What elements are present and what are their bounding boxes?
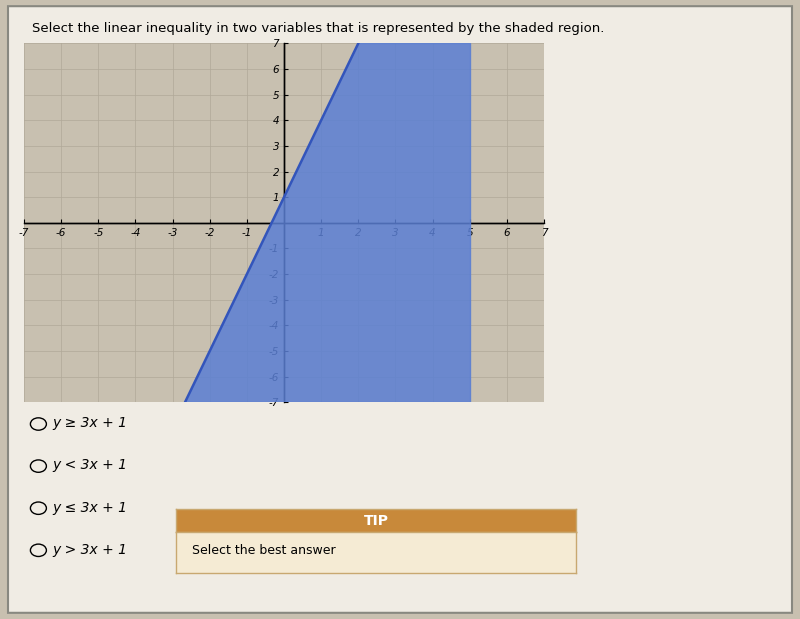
Text: y < 3x + 1: y < 3x + 1 — [53, 459, 128, 472]
Text: TIP: TIP — [363, 514, 389, 527]
Text: y ≤ 3x + 1: y ≤ 3x + 1 — [53, 501, 128, 514]
Polygon shape — [185, 43, 470, 402]
Text: y > 3x + 1: y > 3x + 1 — [53, 543, 128, 556]
Text: Select the linear inequality in two variables that is represented by the shaded : Select the linear inequality in two vari… — [32, 22, 604, 35]
Text: Select the best answer: Select the best answer — [192, 544, 336, 557]
Text: y ≥ 3x + 1: y ≥ 3x + 1 — [53, 417, 128, 430]
